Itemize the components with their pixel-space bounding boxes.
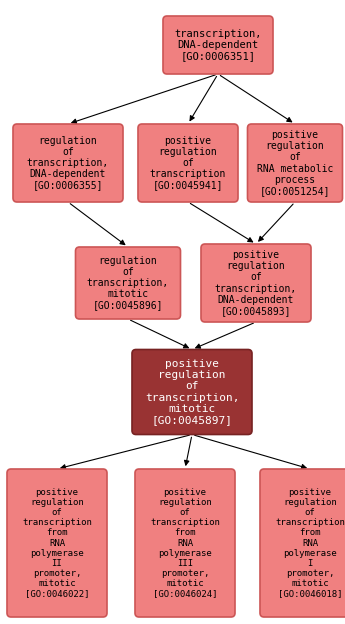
Text: positive
regulation
of
transcription
from
RNA
polymerase
I
promoter,
mitotic
[GO: positive regulation of transcription fro… xyxy=(275,488,345,598)
Text: positive
regulation
of
transcription
from
RNA
polymerase
III
promoter,
mitotic
[: positive regulation of transcription fro… xyxy=(150,488,220,598)
Text: transcription,
DNA-dependent
[GO:0006351]: transcription, DNA-dependent [GO:0006351… xyxy=(174,29,262,61)
FancyBboxPatch shape xyxy=(13,124,123,202)
FancyBboxPatch shape xyxy=(260,469,345,617)
FancyBboxPatch shape xyxy=(201,244,311,322)
FancyBboxPatch shape xyxy=(163,16,273,74)
FancyBboxPatch shape xyxy=(135,469,235,617)
FancyBboxPatch shape xyxy=(247,124,343,202)
FancyBboxPatch shape xyxy=(76,247,180,319)
Text: positive
regulation
of
transcription
from
RNA
polymerase
II
promoter,
mitotic
[G: positive regulation of transcription fro… xyxy=(22,488,92,598)
Text: regulation
of
transcription,
mitotic
[GO:0045896]: regulation of transcription, mitotic [GO… xyxy=(87,256,169,310)
FancyBboxPatch shape xyxy=(138,124,238,202)
Text: positive
regulation
of
transcription,
mitotic
[GO:0045897]: positive regulation of transcription, mi… xyxy=(145,359,239,425)
Text: positive
regulation
of
RNA metabolic
process
[GO:0051254]: positive regulation of RNA metabolic pro… xyxy=(257,130,333,196)
Text: positive
regulation
of
transcription,
DNA-dependent
[GO:0045893]: positive regulation of transcription, DN… xyxy=(215,250,297,316)
FancyBboxPatch shape xyxy=(132,349,252,434)
Text: positive
regulation
of
transcription
[GO:0045941]: positive regulation of transcription [GO… xyxy=(150,135,226,190)
FancyBboxPatch shape xyxy=(7,469,107,617)
Text: regulation
of
transcription,
DNA-dependent
[GO:0006355]: regulation of transcription, DNA-depende… xyxy=(27,135,109,190)
